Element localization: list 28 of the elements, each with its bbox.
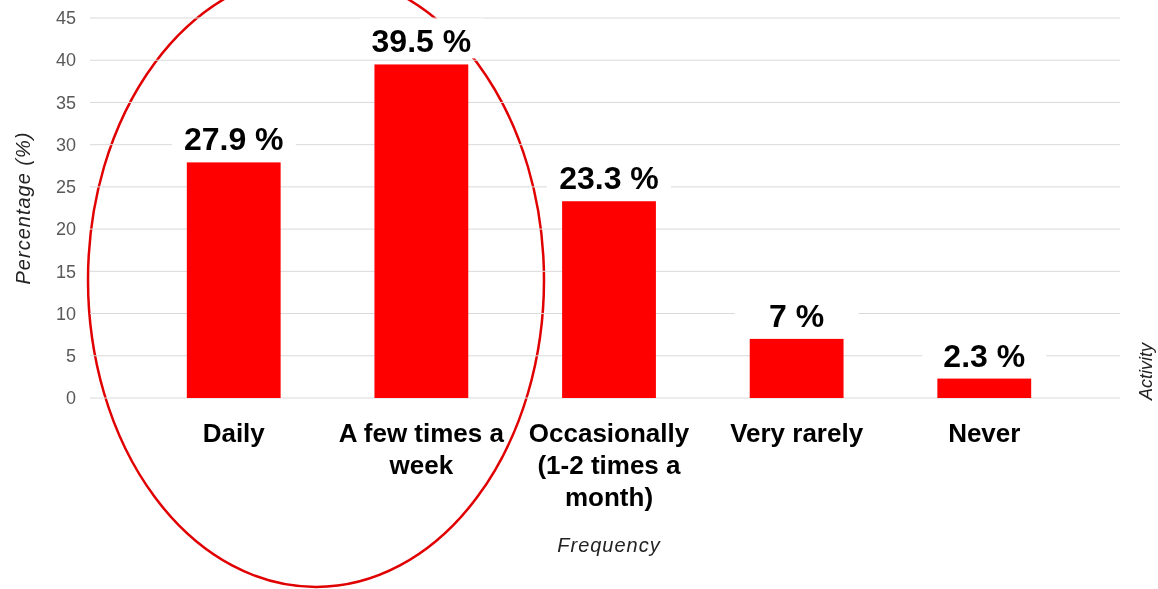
- y-tick-label: 25: [55, 177, 76, 198]
- bar: [937, 378, 1032, 398]
- y-tick-label: 10: [55, 303, 76, 324]
- bar: [374, 64, 469, 398]
- data-label: 23.3 %: [559, 160, 659, 197]
- y-tick-label: 45: [55, 8, 76, 29]
- y-tick-label: 20: [55, 219, 76, 240]
- x-tick-label: Daily: [202, 418, 266, 448]
- x-axis-title: Frequency: [557, 534, 661, 556]
- y-axis-title: Percentage (%): [12, 131, 34, 285]
- y-tick-label: 5: [65, 346, 76, 367]
- bar: [749, 338, 844, 398]
- bar: [186, 162, 281, 398]
- y-tick-label: 15: [55, 261, 76, 282]
- x-tick-label: Very rarely: [730, 418, 864, 448]
- x-tick-label: Occasionally (1-2 times a month): [528, 418, 690, 512]
- x-tick-label: Never: [948, 418, 1021, 448]
- y-tick-label: 40: [55, 50, 76, 71]
- y-tick-label: 0: [65, 388, 76, 409]
- data-label: 2.3 %: [943, 337, 1026, 374]
- y-tick-label: 35: [55, 92, 76, 113]
- text: Activity: [1136, 341, 1156, 401]
- data-label: 27.9 %: [183, 121, 284, 158]
- data-label: 7 %: [769, 297, 825, 334]
- x-tick-label: A few times a week: [338, 418, 505, 480]
- data-label: 39.5 %: [371, 23, 472, 60]
- bar: [562, 201, 656, 398]
- y-tick-label: 30: [55, 134, 76, 155]
